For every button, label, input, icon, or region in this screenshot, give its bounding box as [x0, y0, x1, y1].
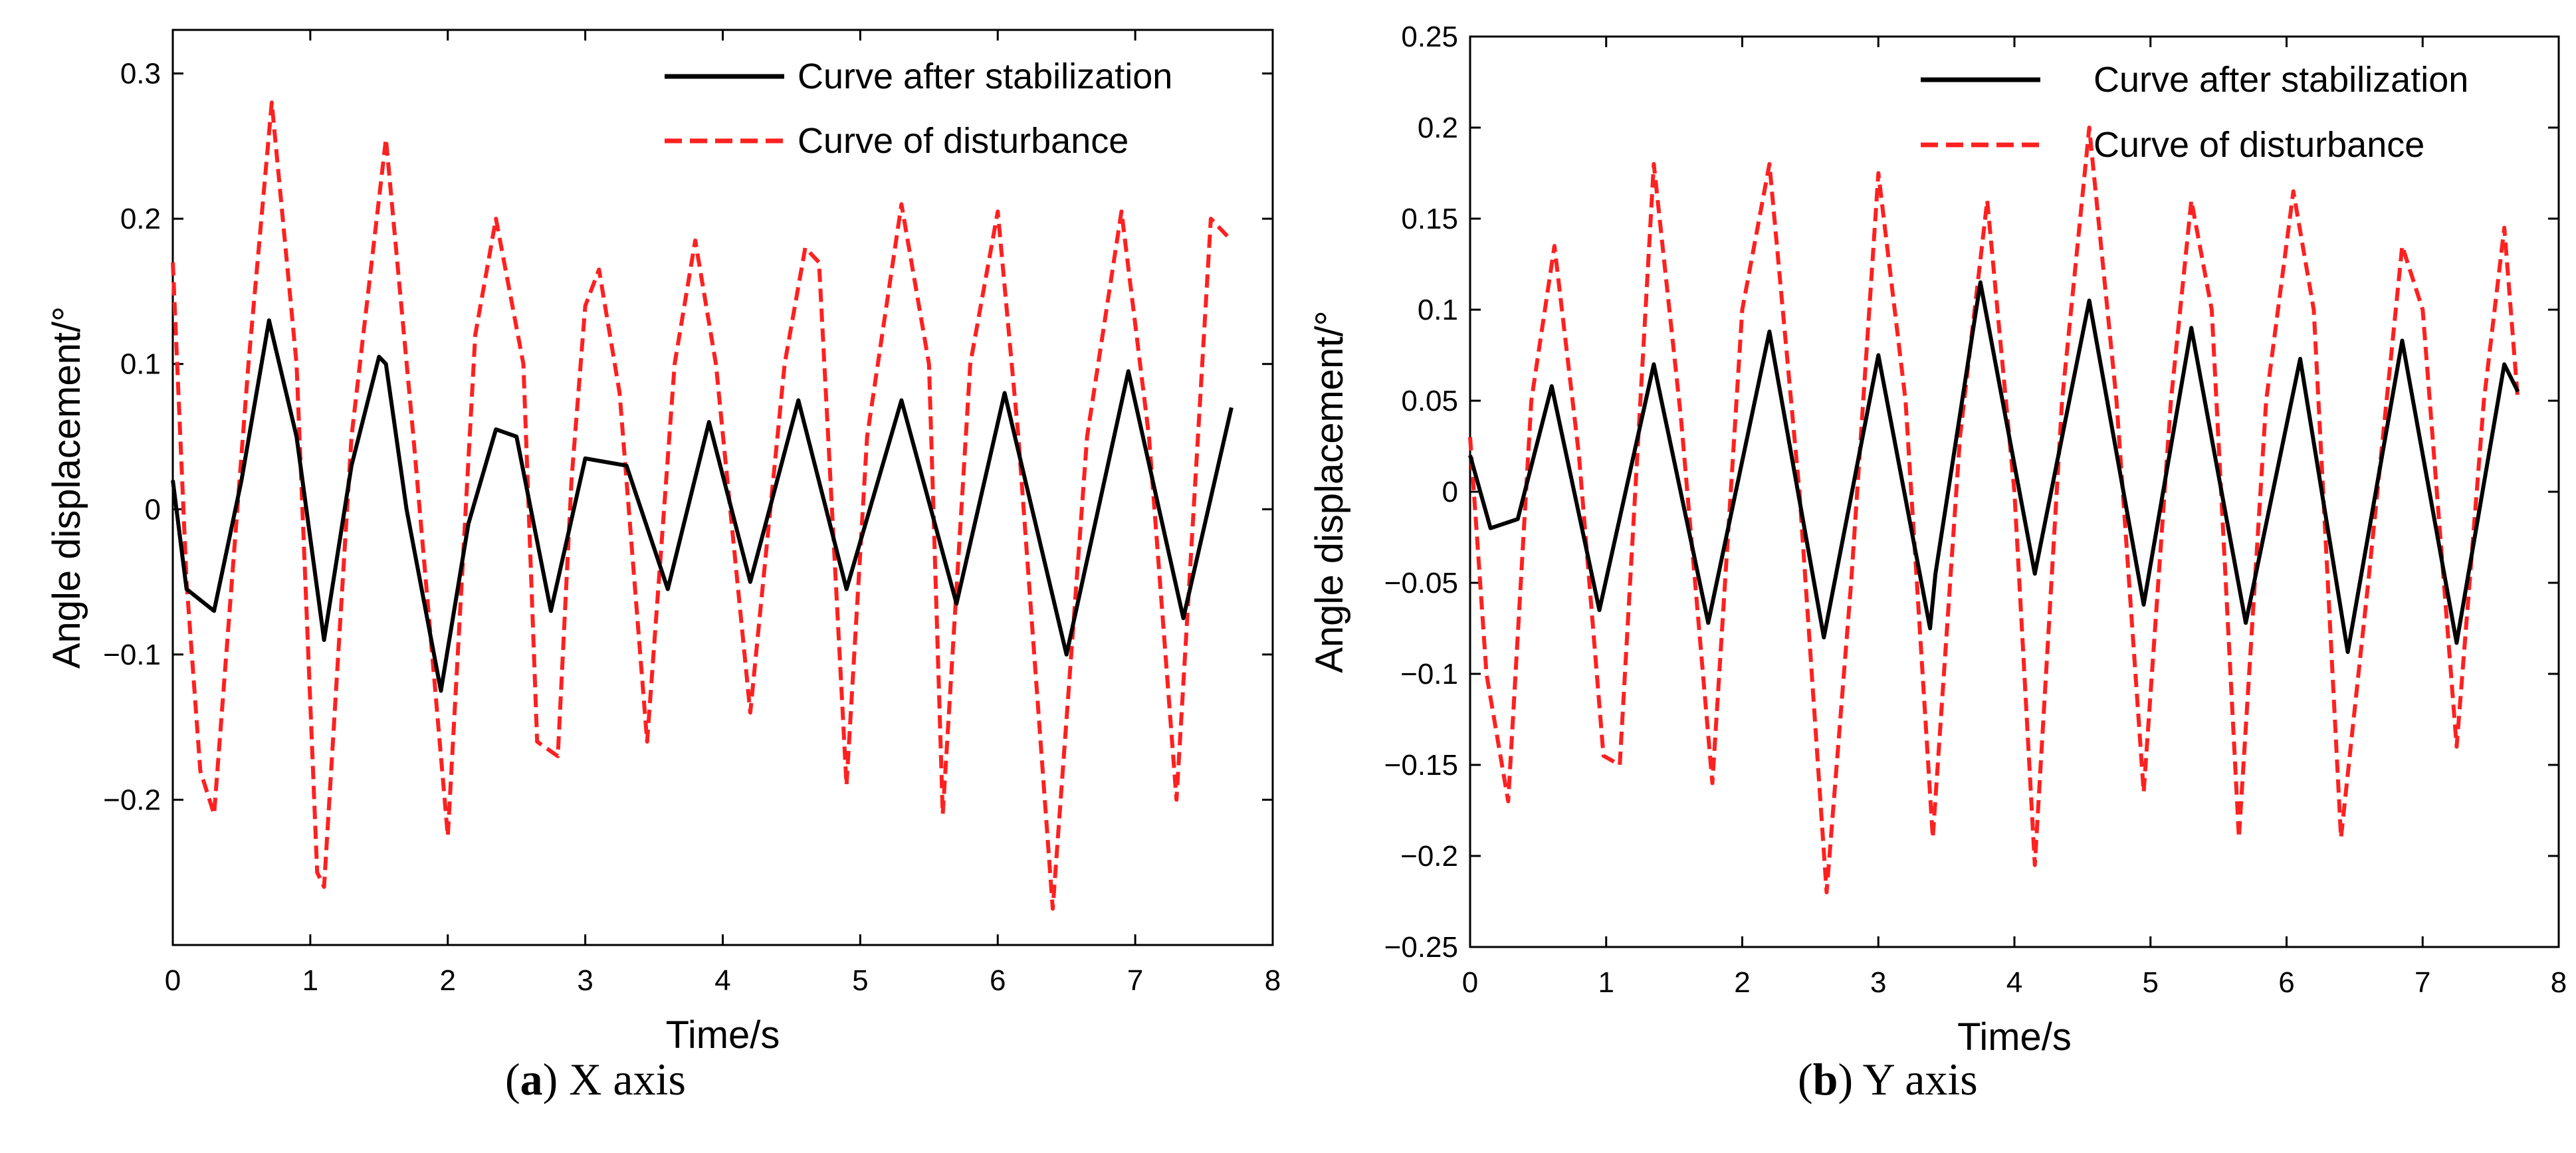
x-tick-label: 7 — [1127, 964, 1143, 997]
y-tick-label: −0.2 — [1400, 840, 1458, 873]
y-tick-label: −0.15 — [1384, 749, 1458, 782]
y-tick-label: −0.05 — [1384, 567, 1458, 599]
legend-label: Curve of disturbance — [798, 121, 1128, 161]
legend-label: Curve of disturbance — [2093, 125, 2424, 165]
x-tick-label: 3 — [577, 964, 593, 997]
x-tick-label: 3 — [1870, 966, 1886, 999]
y-tick-label: 0.1 — [120, 348, 161, 381]
series-line-stabilization — [1468, 280, 2520, 655]
x-tick-label: 5 — [2143, 966, 2159, 999]
y-tick-label: 0.1 — [1418, 294, 1458, 326]
x-axis-label: Time/s — [1957, 1015, 2072, 1059]
y-tick-label: 0.2 — [120, 203, 161, 235]
y-tick-label: 0 — [145, 493, 161, 526]
y-tick-label: 0.05 — [1401, 385, 1458, 417]
x-tick-label: 4 — [714, 964, 730, 997]
x-tick-label: 2 — [1734, 966, 1750, 999]
legend-label: Curve after stabilization — [798, 56, 1172, 96]
y-tick-label: 0.2 — [1418, 112, 1458, 144]
y-tick-label: 0.25 — [1401, 21, 1458, 53]
caption-letter: a — [520, 1054, 543, 1104]
x-tick-label: 6 — [2278, 966, 2294, 999]
chart-panel-y-axis: 0 1 2 3 4 5 6 7 8 −0.25 −0.2 −0.15 −0.1 −0.05 0 0.05 0.1… — [1308, 21, 2567, 1059]
caption-open-paren: ( — [505, 1054, 520, 1104]
y-axis-label: Angle displacement/° — [45, 306, 88, 669]
caption-open-paren: ( — [1798, 1054, 1813, 1104]
caption-y-axis: (b) Y axis — [1798, 1053, 1978, 1106]
x-tick-label: 8 — [2551, 966, 2567, 999]
chart-panel-x-axis: 0 1 2 3 4 5 6 7 8 −0.2 −0.1 0 0.1 0.2 0.3 Time/s Angle d… — [45, 29, 1281, 1057]
y-tick-label: −0.1 — [103, 639, 161, 671]
x-tick-label: 8 — [1265, 964, 1281, 997]
y-axis-label: Angle displacement/° — [1308, 310, 1351, 673]
y-tick-label: −0.25 — [1384, 931, 1458, 964]
x-tick-label: 1 — [1598, 966, 1614, 999]
x-tick-label: 2 — [440, 964, 456, 997]
x-tick-label: 5 — [852, 964, 868, 997]
x-tick-label: 0 — [165, 964, 181, 997]
caption-x-axis: (a) X axis — [505, 1053, 686, 1106]
x-tick-label: 1 — [302, 964, 318, 997]
y-tick-label: 0.15 — [1401, 203, 1458, 235]
series-line-disturbance — [171, 100, 1234, 911]
x-tick-label: 6 — [990, 964, 1006, 997]
x-tick-label: 4 — [2006, 966, 2022, 999]
caption-letter: b — [1812, 1054, 1838, 1104]
y-tick-label: 0.3 — [120, 58, 161, 90]
x-tick-label: 0 — [1462, 966, 1478, 999]
x-axis-label: Time/s — [666, 1013, 780, 1057]
y-tick-label: −0.2 — [103, 784, 161, 816]
y-tick-label: −0.1 — [1400, 658, 1458, 690]
series-line-stabilization — [171, 318, 1234, 693]
legend-label: Curve after stabilization — [2093, 60, 2468, 100]
series-line-disturbance — [1468, 126, 2520, 894]
plot-area — [171, 29, 1274, 946]
caption-text: ) X axis — [542, 1054, 686, 1104]
caption-text: ) Y axis — [1838, 1054, 1978, 1104]
x-tick-label: 7 — [2415, 966, 2430, 999]
y-tick-label: 0 — [1442, 476, 1458, 508]
